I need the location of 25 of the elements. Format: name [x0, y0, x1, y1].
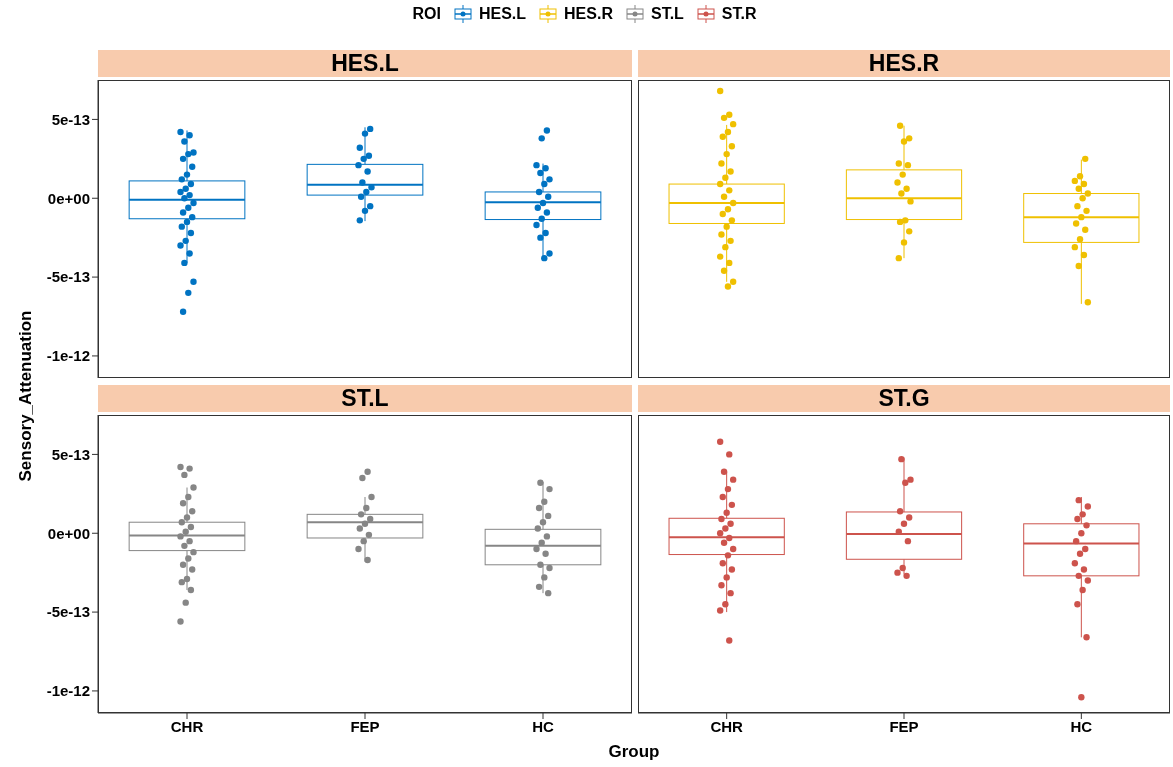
x-tick-label: HC: [532, 717, 554, 735]
y-tick-label: 0e+00: [47, 189, 90, 207]
chart-title: HES.L: [331, 50, 399, 77]
y-tick-label: -1e-12: [46, 347, 90, 365]
y-tick-label: -5e-13: [46, 603, 90, 621]
x-tick-label: CHR: [170, 717, 204, 735]
y-tick-label: 5e-13: [51, 445, 90, 463]
y-axis-title: Sensory_Attenuation: [16, 310, 36, 482]
x-tick-label: CHR: [710, 717, 744, 735]
x-tick-label: FEP: [350, 717, 380, 735]
legend-label: HES.R: [564, 5, 613, 23]
y-tick-label: -1e-12: [46, 682, 90, 700]
legend-label: HES.L: [478, 5, 527, 23]
y-tick-label: 5e-13: [51, 110, 90, 128]
y-tick-label: -5e-13: [46, 268, 90, 286]
legend-label: ST.R: [721, 5, 757, 23]
legend-title: ROI: [412, 5, 441, 23]
chart-title: ST.G: [878, 385, 930, 412]
x-axis-title: Group: [608, 742, 660, 762]
chart-title: ST.L: [341, 385, 389, 412]
x-tick-label: HC: [1070, 717, 1093, 735]
x-tick-label: FEP: [889, 717, 919, 735]
y-tick-label: 0e+00: [47, 524, 90, 542]
chart-title: HES.R: [868, 50, 940, 77]
legend-label: ST.L: [650, 5, 684, 23]
